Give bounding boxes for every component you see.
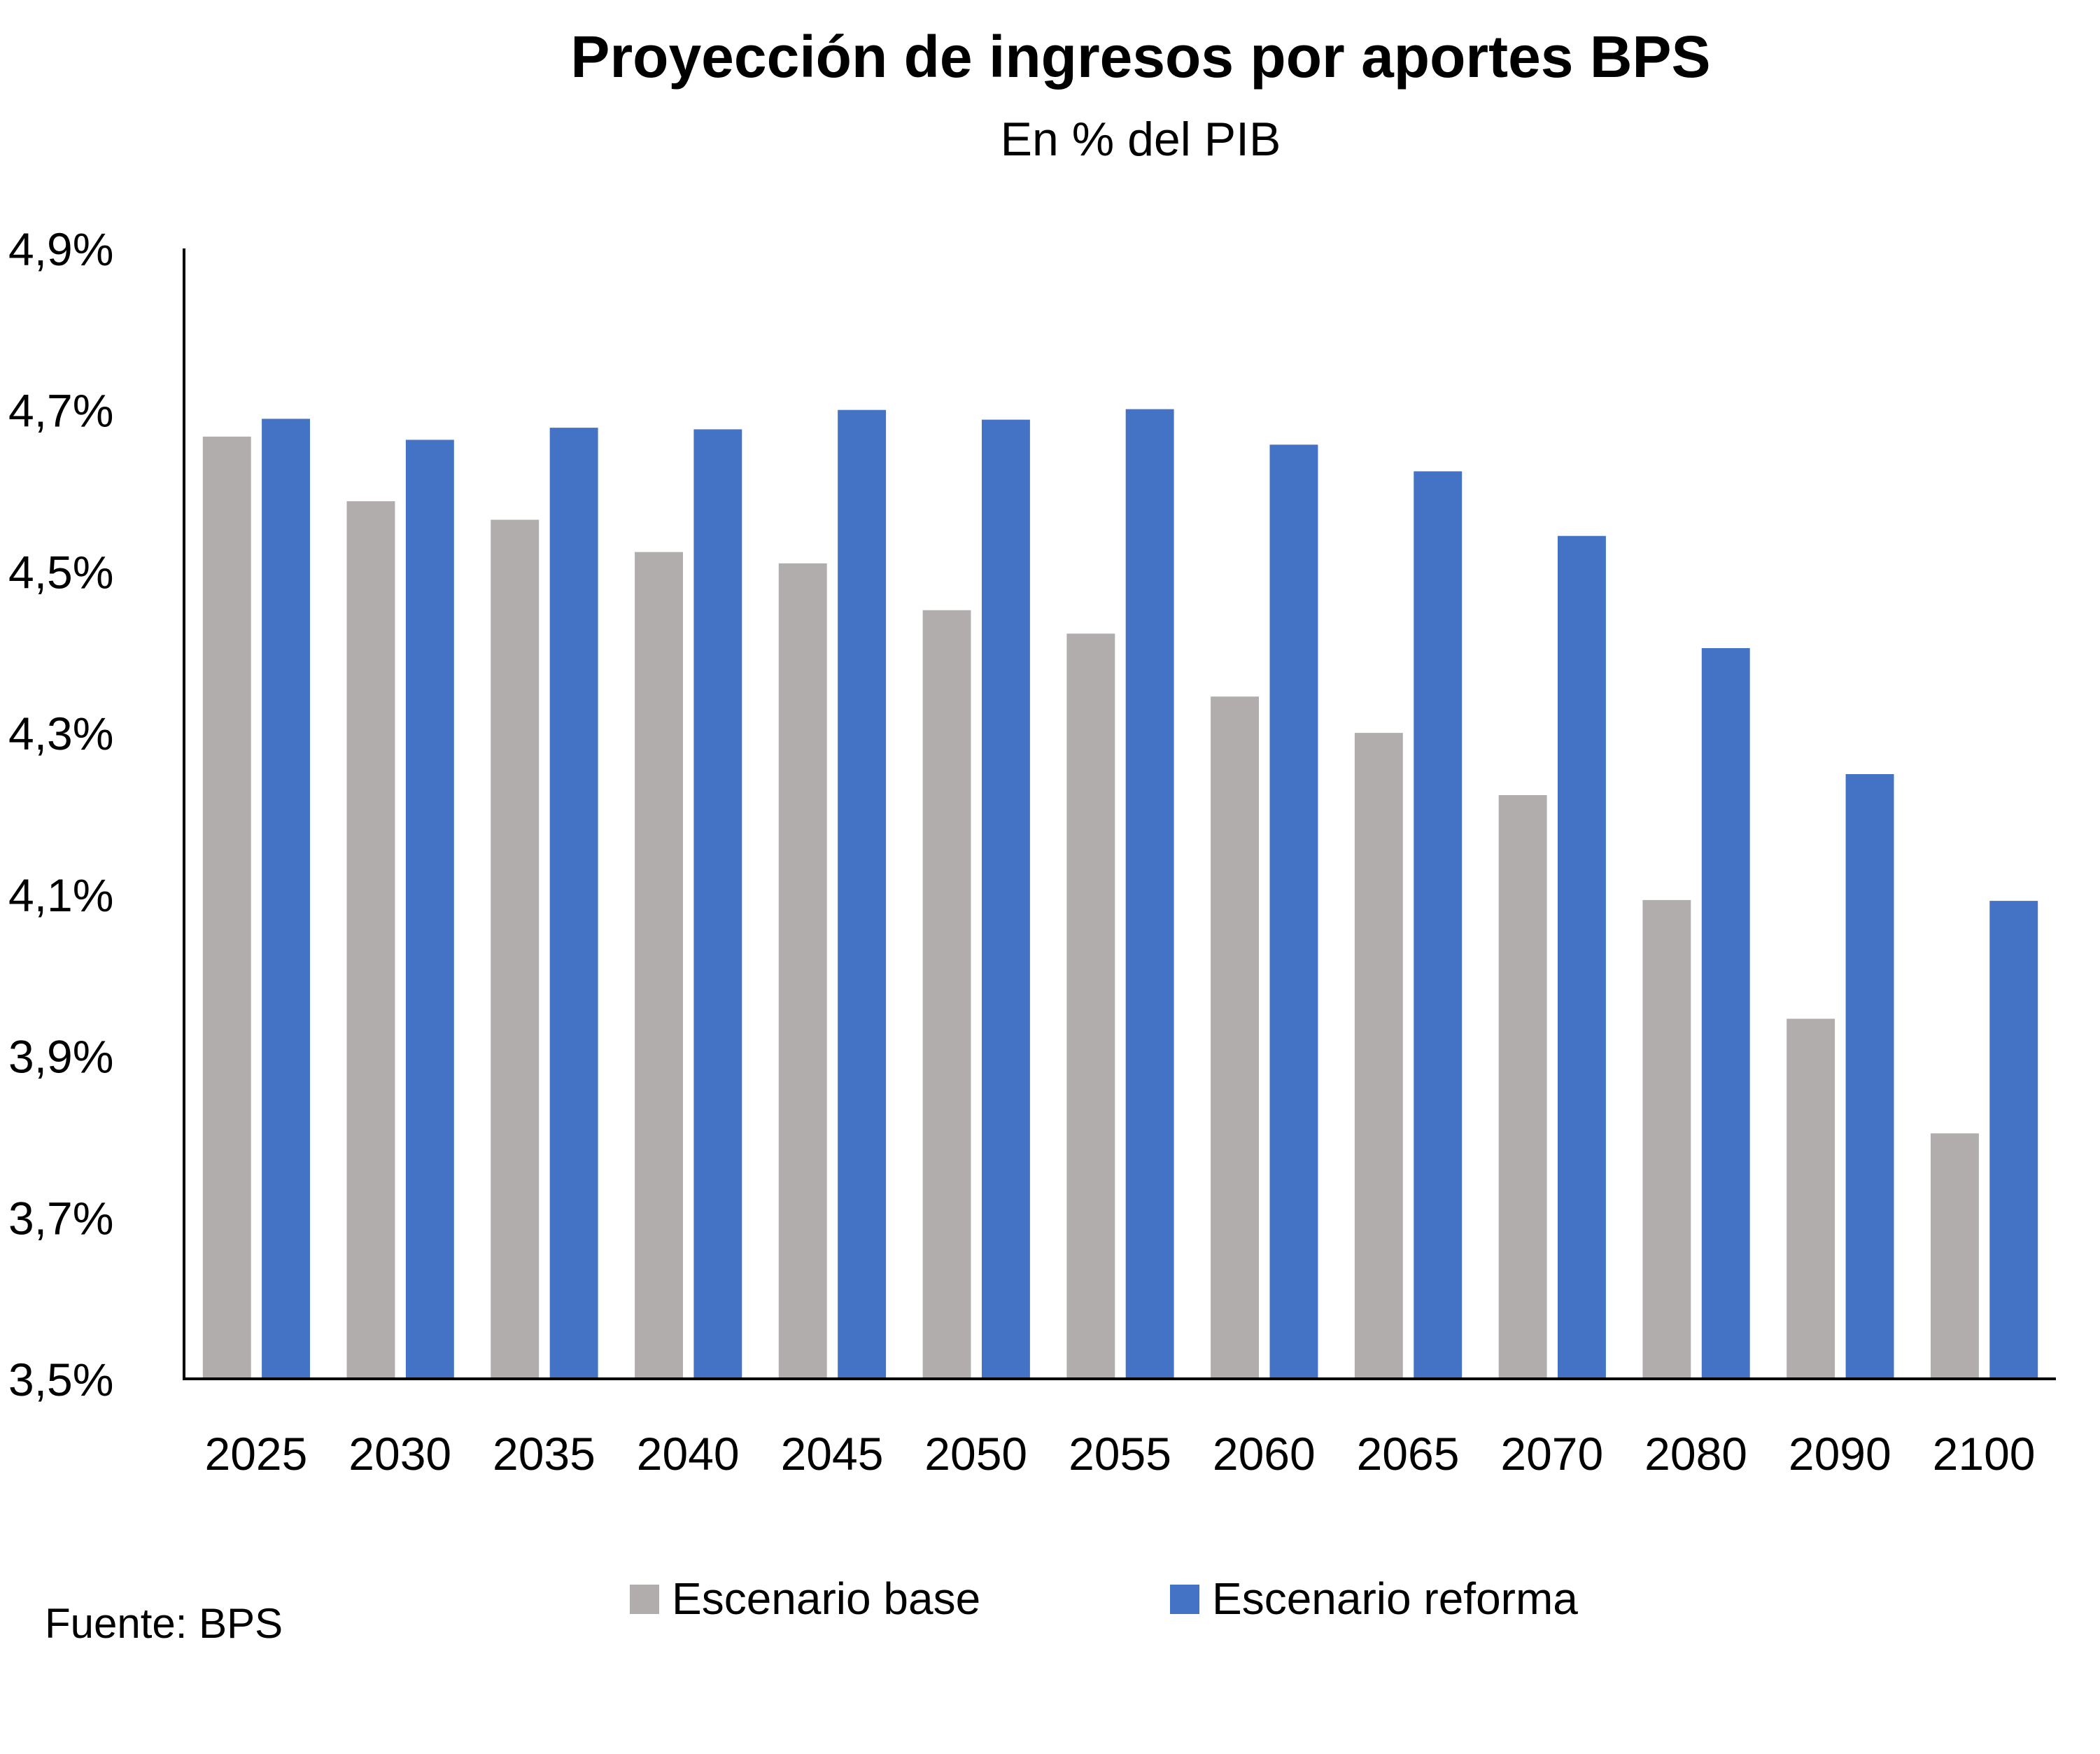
bar-base-2045 (778, 563, 827, 1379)
bar-base-2055 (1066, 633, 1115, 1379)
bar-base-2090 (1787, 1018, 1835, 1379)
bar-reforma-2100 (1989, 901, 2038, 1379)
y-tick-label: 3,5% (8, 1354, 113, 1405)
legend-swatch-base (630, 1585, 659, 1614)
source-note: Fuente: BPS (45, 1600, 283, 1647)
y-tick-label: 3,9% (8, 1031, 113, 1083)
bar-base-2030 (346, 501, 395, 1379)
bar-base-2035 (491, 519, 540, 1379)
bar-base-2080 (1642, 899, 1691, 1379)
bar-reforma-2080 (1701, 648, 1750, 1379)
y-tick-label: 4,9% (8, 223, 113, 275)
x-axis-tick-labels: 2025 2030 2035 2040 2045 2050 2055 2060 2065 2070… (204, 1428, 2035, 1480)
x-tick-label: 2065 (1357, 1428, 1460, 1480)
y-axis-tick-labels: 4,9% 4,7% 4,5% 4,3% 4,1% 3,9% 3,7% 3,5% (8, 223, 113, 1405)
x-tick-label: 2030 (348, 1428, 451, 1480)
x-tick-label: 2050 (924, 1428, 1027, 1480)
bar-reforma-2065 (1414, 471, 1463, 1379)
bar-base-2040 (635, 552, 683, 1380)
legend: Escenario base Escenario reforma (630, 1573, 1578, 1624)
x-tick-label: 2035 (493, 1428, 596, 1480)
x-tick-label: 2055 (1069, 1428, 1171, 1480)
y-tick-label: 3,7% (8, 1192, 113, 1244)
y-tick-label: 4,5% (8, 546, 113, 598)
bar-base-2065 (1354, 733, 1403, 1379)
bars (202, 409, 2038, 1380)
y-tick-label: 4,7% (8, 385, 113, 437)
bar-reforma-2035 (549, 428, 598, 1379)
bar-reforma-2090 (1845, 774, 1894, 1379)
legend-label-reforma: Escenario reforma (1212, 1573, 1578, 1624)
x-tick-label: 2025 (204, 1428, 307, 1480)
x-tick-label: 2070 (1500, 1428, 1603, 1480)
bar-reforma-2030 (405, 440, 454, 1379)
chart-title: Proyección de ingresos por aportes BPS (570, 24, 1710, 90)
bar-reforma-2025 (262, 419, 310, 1379)
bar-base-2100 (1931, 1133, 1979, 1379)
bar-reforma-2060 (1269, 444, 1318, 1379)
y-tick-label: 4,3% (8, 708, 113, 759)
x-tick-label: 2045 (781, 1428, 884, 1480)
bar-reforma-2050 (982, 419, 1030, 1379)
y-tick-label: 4,1% (8, 869, 113, 921)
bar-reforma-2070 (1558, 535, 1606, 1380)
chart-subtitle: En % del PIB (1001, 113, 1281, 166)
bar-reforma-2045 (838, 409, 887, 1380)
x-tick-label: 2100 (1933, 1428, 2036, 1480)
x-tick-label: 2040 (637, 1428, 740, 1480)
legend-swatch-reforma (1170, 1585, 1199, 1614)
bar-base-2025 (202, 436, 251, 1379)
bar-reforma-2055 (1125, 409, 1174, 1379)
bar-base-2060 (1211, 696, 1259, 1379)
bar-base-2070 (1498, 795, 1547, 1379)
x-tick-label: 2080 (1644, 1428, 1747, 1480)
x-tick-label: 2060 (1213, 1428, 1316, 1480)
bar-reforma-2040 (693, 429, 742, 1379)
legend-label-base: Escenario base (672, 1573, 980, 1624)
x-tick-label: 2090 (1789, 1428, 1891, 1480)
bar-base-2050 (922, 610, 971, 1379)
